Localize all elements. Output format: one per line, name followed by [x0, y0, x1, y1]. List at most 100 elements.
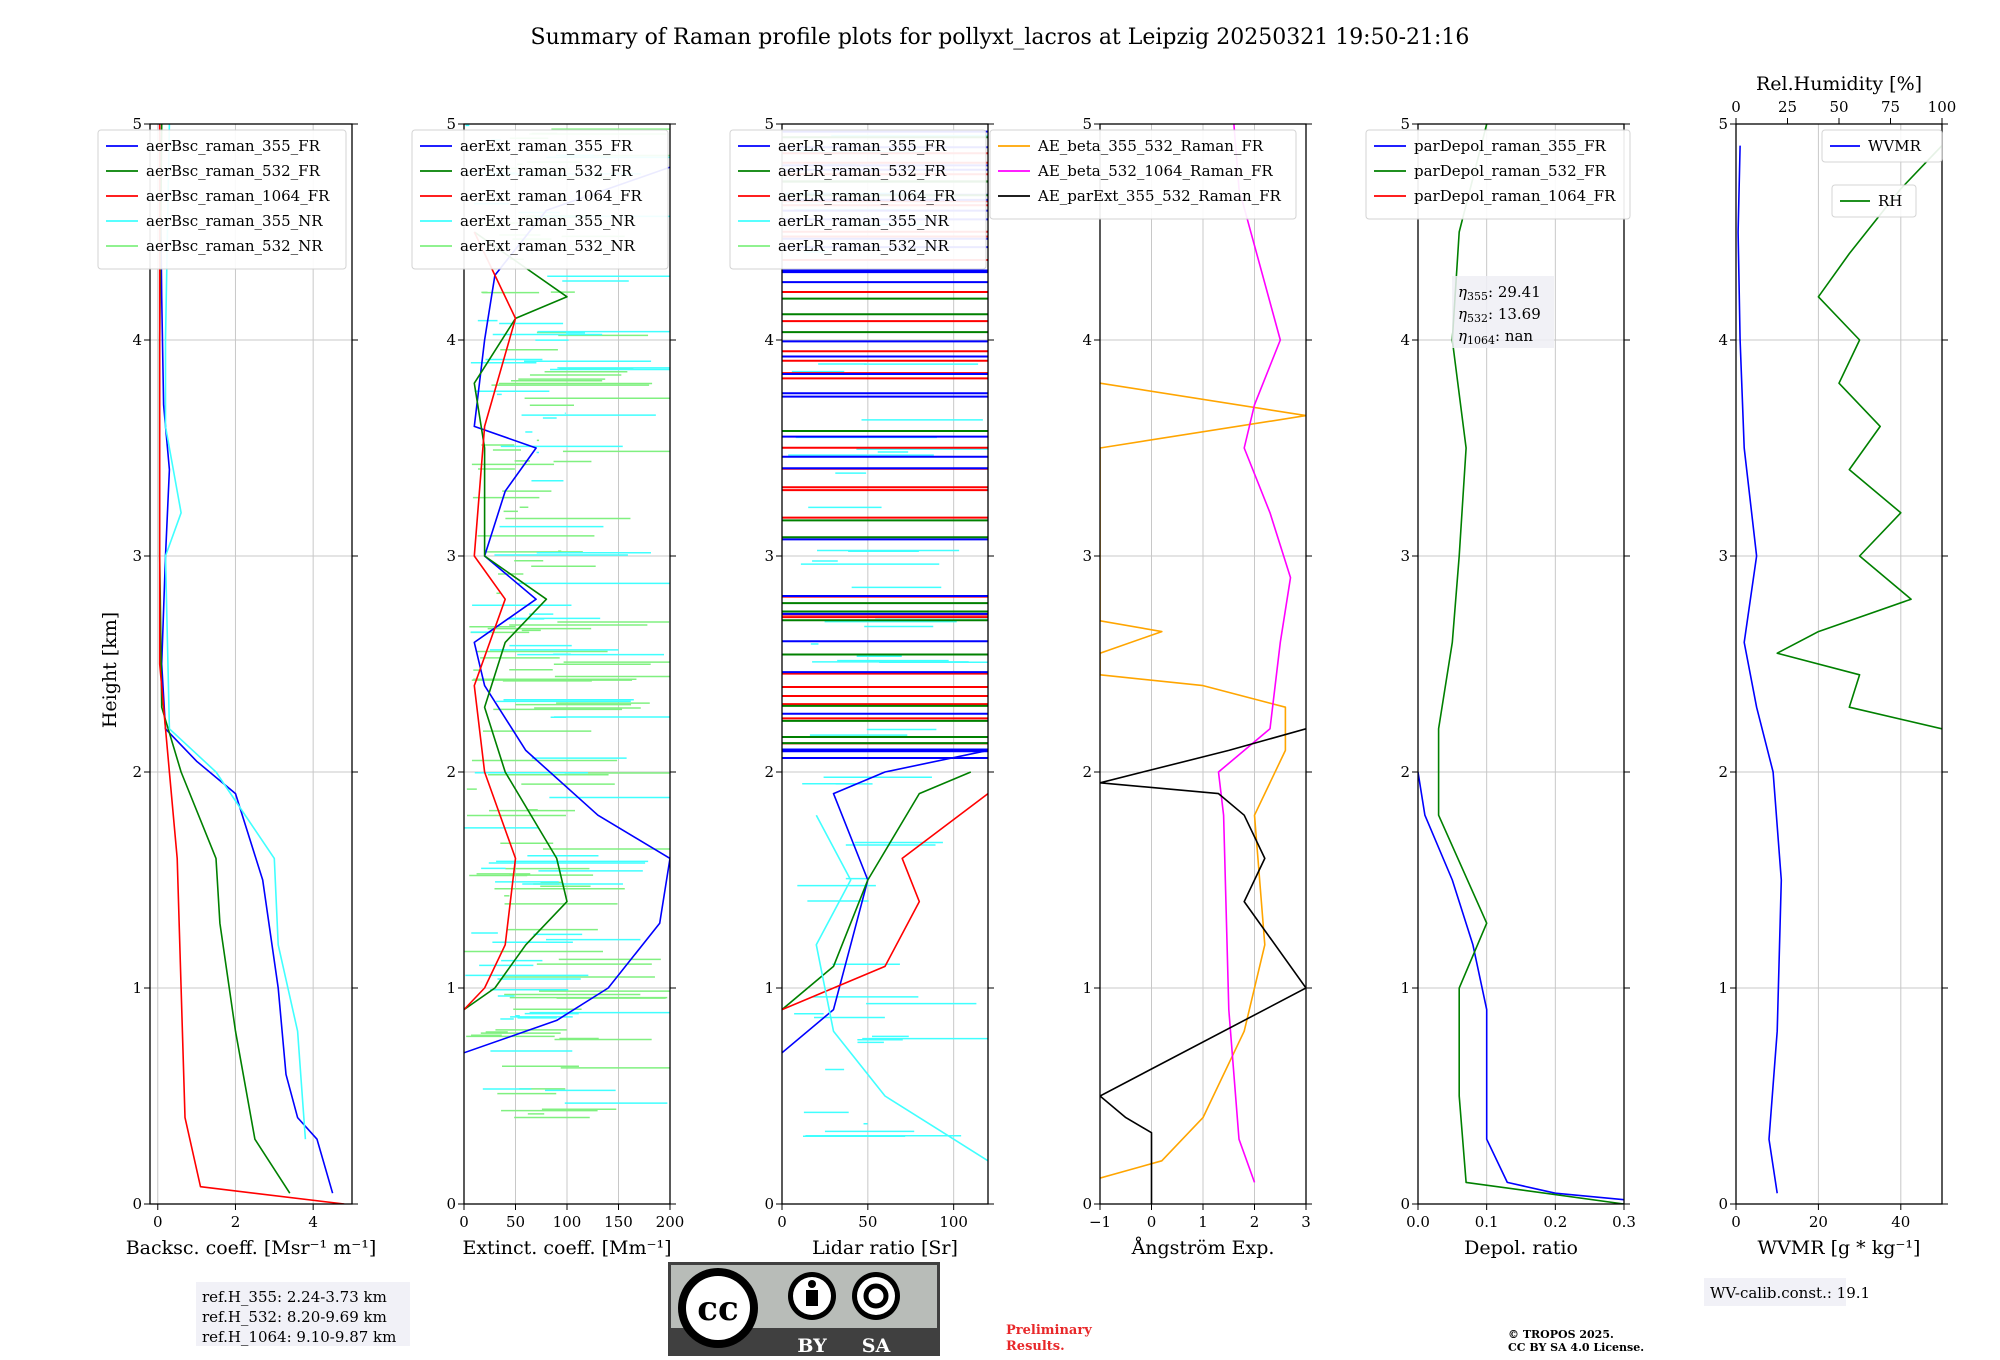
- cc-license-badge: cc BY SA: [668, 1262, 940, 1357]
- eta-value: : 29.41: [1488, 283, 1541, 301]
- x-tick-label: 0.0: [1406, 1213, 1430, 1231]
- x-tick-label: 0: [777, 1213, 787, 1231]
- top-tick-label: 75: [1881, 98, 1900, 116]
- axes-frame: [1735, 123, 1943, 1205]
- x-tick-label: 0: [1731, 1213, 1741, 1231]
- y-tick-label: 1: [1082, 979, 1092, 997]
- y-tick-label: 0: [1082, 1195, 1092, 1213]
- series-line-aerBsc_raman_355_NR: [164, 124, 307, 1140]
- ref-height-355: ref.H_355: 2.24-3.73 km: [202, 1288, 387, 1306]
- axes-frame: [1417, 123, 1625, 1205]
- legend-label: AE_parExt_355_532_Raman_FR: [1037, 187, 1282, 205]
- series-line-aerLR_raman_532_FR: [782, 771, 972, 1011]
- legend-dep: parDepol_raman_355_FR parDepol_raman_532_…: [1365, 129, 1631, 220]
- y-tick-label: 4: [132, 331, 142, 349]
- legend-label: aerExt_raman_355_FR: [460, 137, 633, 155]
- y-tick-label: 4: [764, 331, 774, 349]
- ref-height-532: ref.H_532: 8.20-9.69 km: [202, 1308, 387, 1326]
- x-tick-label: 50: [858, 1213, 877, 1231]
- eta-subscript: 1064: [1467, 334, 1495, 347]
- y-tick-label: 4: [1082, 331, 1092, 349]
- legend-box: [411, 129, 669, 270]
- eta-532: η532: 13.69: [1458, 305, 1541, 325]
- series-line-RH: [1776, 145, 1942, 730]
- plot-area-bsc: [158, 124, 345, 1204]
- axes-frame: [781, 123, 989, 1205]
- eta-355: η355: 29.41: [1458, 283, 1541, 303]
- x-tick-label: 1: [1198, 1213, 1208, 1231]
- legend-bsc: aerBsc_raman_355_FR aerBsc_raman_532_FRae…: [97, 129, 347, 270]
- legend-label: aerBsc_raman_532_NR: [146, 237, 323, 255]
- y-tick-label: 2: [1400, 763, 1410, 781]
- top-tick-label: 0: [1731, 98, 1741, 116]
- figure-title: Summary of Raman profile plots for polly…: [531, 25, 1470, 50]
- eta-1064: η1064: nan: [1458, 327, 1533, 347]
- top-axis-label: Rel.Humidity [%]: [1756, 73, 1922, 95]
- y-tick-label: 5: [1082, 115, 1092, 133]
- x-tick-label: 2: [1250, 1213, 1260, 1231]
- x-axis-label: Ångström Exp.: [1131, 1237, 1275, 1259]
- legend-item: AE_beta_355_532_Raman_FR: [998, 137, 1264, 155]
- sa-label: SA: [862, 1335, 891, 1357]
- series-line-aerBsc_raman_1064_FR: [158, 124, 345, 1204]
- legend-label: RH: [1878, 192, 1902, 210]
- y-tick-label: 3: [446, 547, 456, 565]
- y-tick-label: 4: [1400, 331, 1410, 349]
- eta-subscript: 532: [1467, 312, 1488, 325]
- legend-item: aerBsc_raman_532_FR: [106, 162, 321, 180]
- series-line-aerExt_raman_532_FR: [464, 231, 568, 1011]
- x-tick-label: 150: [604, 1213, 633, 1231]
- ref-height-1064: ref.H_1064: 9.10-9.87 km: [202, 1328, 396, 1346]
- plot-area-lr: [782, 130, 988, 1162]
- series-line-aerExt_raman_1064_FR: [464, 231, 517, 1011]
- legend-item: AE_parExt_355_532_Raman_FR: [998, 187, 1282, 205]
- x-tick-label: 100: [553, 1213, 582, 1231]
- legend-label: aerLR_raman_532_FR: [778, 162, 947, 180]
- panel-wv: 0 20 40 0 1 2 3 4 5 WVMR [g * kg⁻¹] WVMR RH 0 25 50 75 1…: [1718, 73, 1956, 1259]
- plot-area-ext: [464, 124, 670, 1119]
- legend-item: RH: [1831, 184, 1917, 218]
- legend-item: parDepol_raman_532_FR: [1374, 162, 1607, 180]
- by-label: BY: [797, 1335, 827, 1357]
- panel-bsc: 0 2 4 0 1 2 3 4 5 Backsc. coeff. [Msr⁻¹ m⁻¹] aerBs…: [97, 115, 376, 1259]
- top-tick-label: 100: [1928, 98, 1957, 116]
- legend-label: aerLR_raman_355_FR: [778, 137, 947, 155]
- plot-area-wv: [1737, 145, 1942, 1194]
- legend-label: aerExt_raman_532_NR: [460, 237, 636, 255]
- eta-symbol: η: [1458, 305, 1467, 323]
- legend-wv: WVMR RH: [1821, 129, 1943, 218]
- legend-box: [729, 129, 987, 270]
- y-tick-label: 2: [132, 763, 142, 781]
- x-tick-label: 3: [1301, 1213, 1311, 1231]
- x-tick-label: 0: [1147, 1213, 1157, 1231]
- legend-box: [1821, 129, 1943, 163]
- y-tick-label: 1: [764, 979, 774, 997]
- legend-label: aerExt_raman_355_NR: [460, 212, 636, 230]
- y-tick-label: 0: [132, 1195, 142, 1213]
- legend-item: aerBsc_raman_1064_FR: [106, 187, 330, 205]
- legend-item: aerExt_raman_532_FR: [420, 162, 633, 180]
- legend-label: parDepol_raman_355_FR: [1414, 137, 1607, 155]
- legend-label: aerExt_raman_1064_FR: [460, 187, 642, 205]
- eta-subscript: 355: [1467, 290, 1488, 303]
- preliminary-line-2: Results.: [1006, 1339, 1065, 1354]
- ref-heights-box: ref.H_355: 2.24-3.73 km ref.H_532: 8.20-…: [196, 1282, 410, 1346]
- eta-symbol: η: [1458, 327, 1467, 345]
- legend-label: aerLR_raman_532_NR: [778, 237, 949, 255]
- series-line-aerBsc_raman_355_FR: [158, 124, 334, 1194]
- legend-label: AE_beta_532_1064_Raman_FR: [1037, 162, 1273, 180]
- legend-item: aerLR_raman_1064_FR: [738, 187, 956, 205]
- y-tick-label: 1: [1718, 979, 1728, 997]
- legend-box: [97, 129, 347, 270]
- y-tick-label: 5: [446, 115, 456, 133]
- legend-item: aerLR_raman_355_FR: [738, 137, 947, 155]
- y-tick-label: 4: [1718, 331, 1728, 349]
- legend-box: [1831, 184, 1917, 218]
- y-tick-label: 3: [764, 547, 774, 565]
- legend-item: aerExt_raman_355_FR: [420, 137, 633, 155]
- y-tick-label: 5: [764, 115, 774, 133]
- legend-label: aerBsc_raman_532_FR: [146, 162, 321, 180]
